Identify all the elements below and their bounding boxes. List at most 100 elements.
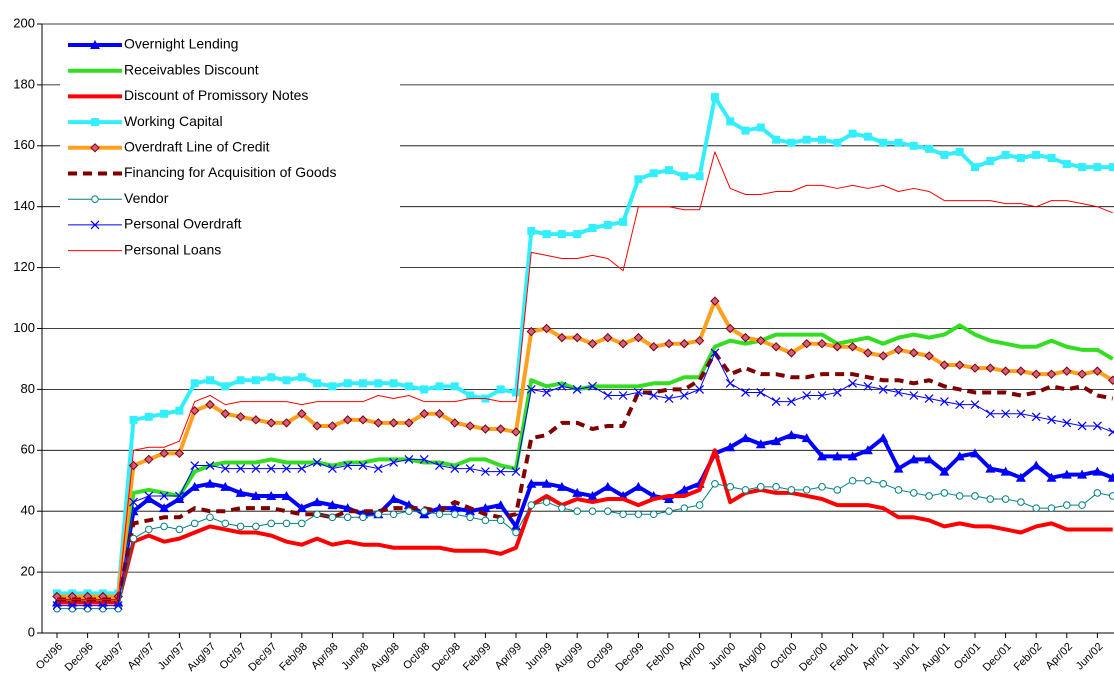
marker <box>893 463 904 473</box>
marker <box>818 135 826 144</box>
marker <box>695 501 704 509</box>
series <box>57 350 1114 602</box>
marker <box>603 391 613 400</box>
legend-label: Personal Loans <box>124 241 221 257</box>
marker <box>98 601 108 611</box>
marker <box>1032 150 1041 159</box>
marker <box>373 418 384 428</box>
marker <box>1092 466 1103 476</box>
marker <box>220 409 231 419</box>
marker <box>925 492 933 500</box>
marker <box>771 342 781 352</box>
series-line <box>57 480 1113 610</box>
marker <box>205 461 215 470</box>
legend-marker <box>90 40 100 49</box>
legend-label: Personal Overdraft <box>124 216 242 232</box>
marker <box>787 138 796 147</box>
marker <box>465 464 475 473</box>
marker <box>495 500 506 510</box>
marker <box>786 348 797 358</box>
marker <box>281 490 292 500</box>
marker <box>588 224 597 233</box>
marker <box>389 379 398 388</box>
marker <box>1077 369 1087 379</box>
marker <box>373 464 383 473</box>
marker <box>1108 492 1114 500</box>
marker <box>985 409 995 419</box>
marker <box>282 464 291 473</box>
marker <box>1062 418 1072 428</box>
marker <box>298 519 306 528</box>
marker <box>419 409 429 419</box>
marker <box>1001 495 1010 503</box>
marker <box>235 412 246 422</box>
marker <box>175 406 184 415</box>
marker <box>480 467 490 477</box>
marker <box>771 436 782 446</box>
marker <box>541 478 552 488</box>
marker <box>665 166 673 175</box>
marker <box>633 481 644 491</box>
series <box>57 448 1113 605</box>
marker <box>512 388 520 397</box>
y-tick-label: 0 <box>28 624 35 639</box>
marker <box>557 381 567 391</box>
marker <box>1078 163 1087 172</box>
marker <box>1108 163 1114 172</box>
marker <box>221 382 230 391</box>
marker <box>450 464 460 473</box>
marker <box>1031 460 1042 470</box>
marker <box>251 376 260 385</box>
marker <box>358 415 368 425</box>
marker <box>925 144 934 153</box>
marker <box>1107 472 1114 482</box>
marker <box>893 345 904 355</box>
marker <box>924 394 934 403</box>
marker <box>252 522 260 531</box>
marker <box>710 93 719 102</box>
marker <box>542 498 551 506</box>
marker <box>755 439 766 449</box>
marker <box>435 382 444 391</box>
marker <box>495 424 506 434</box>
marker <box>587 490 598 500</box>
marker <box>420 385 429 394</box>
marker <box>312 458 322 467</box>
marker <box>496 385 505 394</box>
series-line <box>57 352 1113 607</box>
marker <box>313 379 322 388</box>
marker <box>481 516 490 525</box>
marker <box>1015 472 1026 482</box>
marker <box>604 507 612 516</box>
series <box>52 348 1114 611</box>
marker <box>67 601 77 611</box>
marker <box>1092 421 1102 431</box>
marker <box>527 227 536 236</box>
legend-marker <box>90 220 100 230</box>
marker <box>970 400 980 410</box>
marker <box>221 519 230 528</box>
marker <box>175 525 184 534</box>
marker <box>1077 421 1087 431</box>
marker <box>619 217 628 226</box>
marker <box>618 339 628 349</box>
marker <box>833 138 842 147</box>
marker <box>159 448 169 459</box>
marker <box>817 451 827 461</box>
marker <box>833 486 842 494</box>
legend-marker <box>91 195 99 203</box>
marker <box>725 378 735 388</box>
marker <box>556 481 567 491</box>
marker <box>572 332 582 343</box>
series-line <box>57 151 1113 601</box>
y-tick-label: 140 <box>13 198 35 213</box>
marker <box>634 510 643 519</box>
marker <box>602 481 613 491</box>
marker <box>711 479 719 488</box>
series <box>53 476 1114 613</box>
marker <box>924 351 934 361</box>
marker <box>757 483 765 491</box>
marker <box>496 516 505 525</box>
marker <box>343 513 352 522</box>
